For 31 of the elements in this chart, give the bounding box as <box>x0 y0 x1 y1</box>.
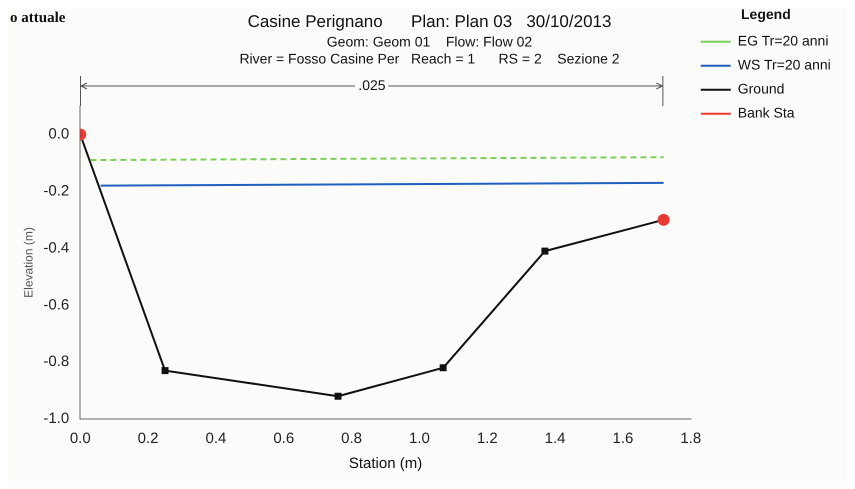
legend-label: Ground <box>738 80 784 97</box>
x-tick-label: 0.2 <box>138 430 159 448</box>
chart-subtitle: Geom: Geom 01 Flow: Flow 02 River = Fosso Casine Per Reach = 1 RS = 2 Sezione 2 <box>239 34 620 66</box>
point <box>541 248 548 255</box>
chart-title: Casine Perignano Plan: Plan 03 30/10/2013 <box>248 12 612 31</box>
x-tick-label: 1.2 <box>476 430 498 448</box>
x-axis-title: Station (m) <box>348 455 422 472</box>
x-tick-label: 1.4 <box>544 430 566 448</box>
x-tick-label: 1.0 <box>408 430 430 448</box>
point <box>334 392 342 400</box>
x-tick-label: 0.0 <box>70 430 91 448</box>
y-axis-title: Elevation (m) <box>22 227 36 298</box>
y-tick-label: -0.8 <box>43 353 70 370</box>
text: o attuale <box>10 10 66 26</box>
point <box>440 364 447 372</box>
x-tick-label: 0.6 <box>273 430 294 448</box>
legend-title: Legend <box>740 6 791 22</box>
y-tick-label: -0.4 <box>43 239 70 256</box>
legend-label: EG Tr=20 anni <box>738 32 828 49</box>
x-tick-label: 0.4 <box>205 430 226 448</box>
legend-label: WS Tr=20 anni <box>738 56 831 73</box>
y-tick-label: -0.6 <box>43 296 70 314</box>
x-tick-label: 1.8 <box>680 430 702 448</box>
point <box>162 367 169 374</box>
x-tick-label: 1.6 <box>612 430 634 448</box>
y-tick-label: 0.0 <box>48 126 70 143</box>
y-tick-label: -0.2 <box>43 182 70 200</box>
y-tick-label: -1.0 <box>43 410 70 428</box>
legend-label: Bank Sta <box>738 104 795 121</box>
x-tick-label: 0.8 <box>341 430 362 448</box>
text: .025 <box>358 76 386 93</box>
